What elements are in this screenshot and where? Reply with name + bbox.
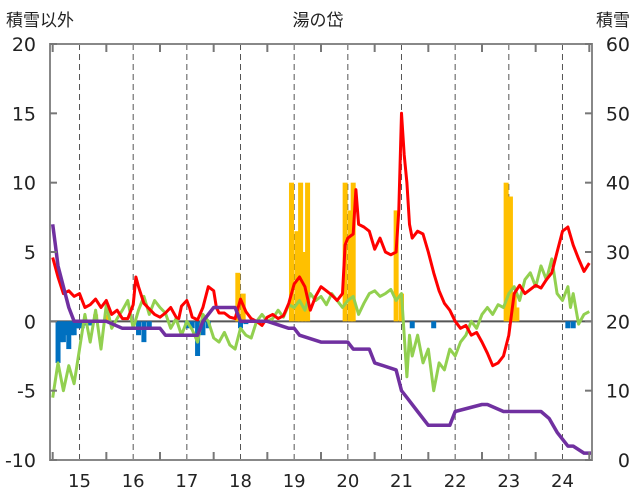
x-tick-label: 23 (497, 471, 520, 492)
bar (71, 321, 77, 336)
bar (60, 321, 66, 343)
bar (288, 182, 294, 322)
bar (103, 314, 109, 322)
bar (409, 321, 415, 329)
left-axis-title: 積雪以外 (6, 11, 74, 31)
right-y-tick-label: 20 (606, 311, 630, 333)
bar (514, 307, 520, 322)
bar (141, 321, 147, 343)
bar (74, 321, 80, 329)
bar (189, 321, 195, 329)
x-tick-label: 24 (551, 471, 574, 492)
x-tick-label: 19 (283, 471, 306, 492)
right-y-tick-label: 50 (606, 103, 630, 125)
left-y-tick-label: 5 (24, 242, 36, 264)
x-tick-label: 16 (122, 471, 145, 492)
bar (66, 321, 72, 350)
bar (507, 196, 513, 322)
bar (235, 272, 241, 322)
bar (55, 321, 61, 363)
x-tick-label: 17 (175, 471, 198, 492)
left-y-tick-label: 20 (12, 34, 36, 56)
right-y-tick-label: 0 (618, 450, 630, 472)
right-y-tick-label: 40 (606, 173, 630, 195)
left-y-tick-label: 10 (12, 173, 36, 195)
bar (570, 321, 576, 329)
bar (565, 321, 571, 329)
lines (50, 111, 592, 455)
left-y-tick-label: 15 (12, 103, 36, 125)
x-tick-label: 15 (68, 471, 91, 492)
ticks: 15 16 17 18 19 20 21 22 23 2420151050-5-106050403… (5, 34, 630, 492)
series-line (51, 111, 591, 368)
left-y-tick-label: -5 (17, 381, 36, 403)
bar (298, 182, 304, 322)
bar (348, 210, 354, 322)
bar (503, 182, 509, 322)
bar (87, 321, 93, 326)
bar (294, 231, 300, 322)
series-line (51, 257, 591, 398)
left-y-tick-label: -10 (5, 450, 36, 472)
bar (77, 321, 83, 329)
chart-title: 湯の岱 (293, 11, 344, 31)
bar (58, 321, 64, 343)
x-tick-label: 20 (336, 471, 359, 492)
bar (68, 321, 74, 336)
left-y-tick-label: 0 (24, 311, 36, 333)
x-tick-label: 18 (229, 471, 252, 492)
right-y-tick-label: 10 (606, 381, 630, 403)
series-line (50, 224, 592, 455)
right-y-tick-label: 60 (606, 34, 630, 56)
bar (350, 182, 356, 322)
bar (146, 321, 152, 329)
bar (431, 321, 437, 329)
x-tick-label: 22 (444, 471, 467, 492)
bar (305, 182, 311, 322)
right-axis-title: 積雪 (596, 11, 630, 31)
bar (63, 321, 69, 336)
bar (200, 321, 206, 336)
bar (238, 321, 244, 329)
x-tick-label: 21 (390, 471, 413, 492)
bar (511, 293, 517, 322)
bar (393, 210, 399, 322)
right-y-tick-label: 30 (606, 242, 630, 264)
